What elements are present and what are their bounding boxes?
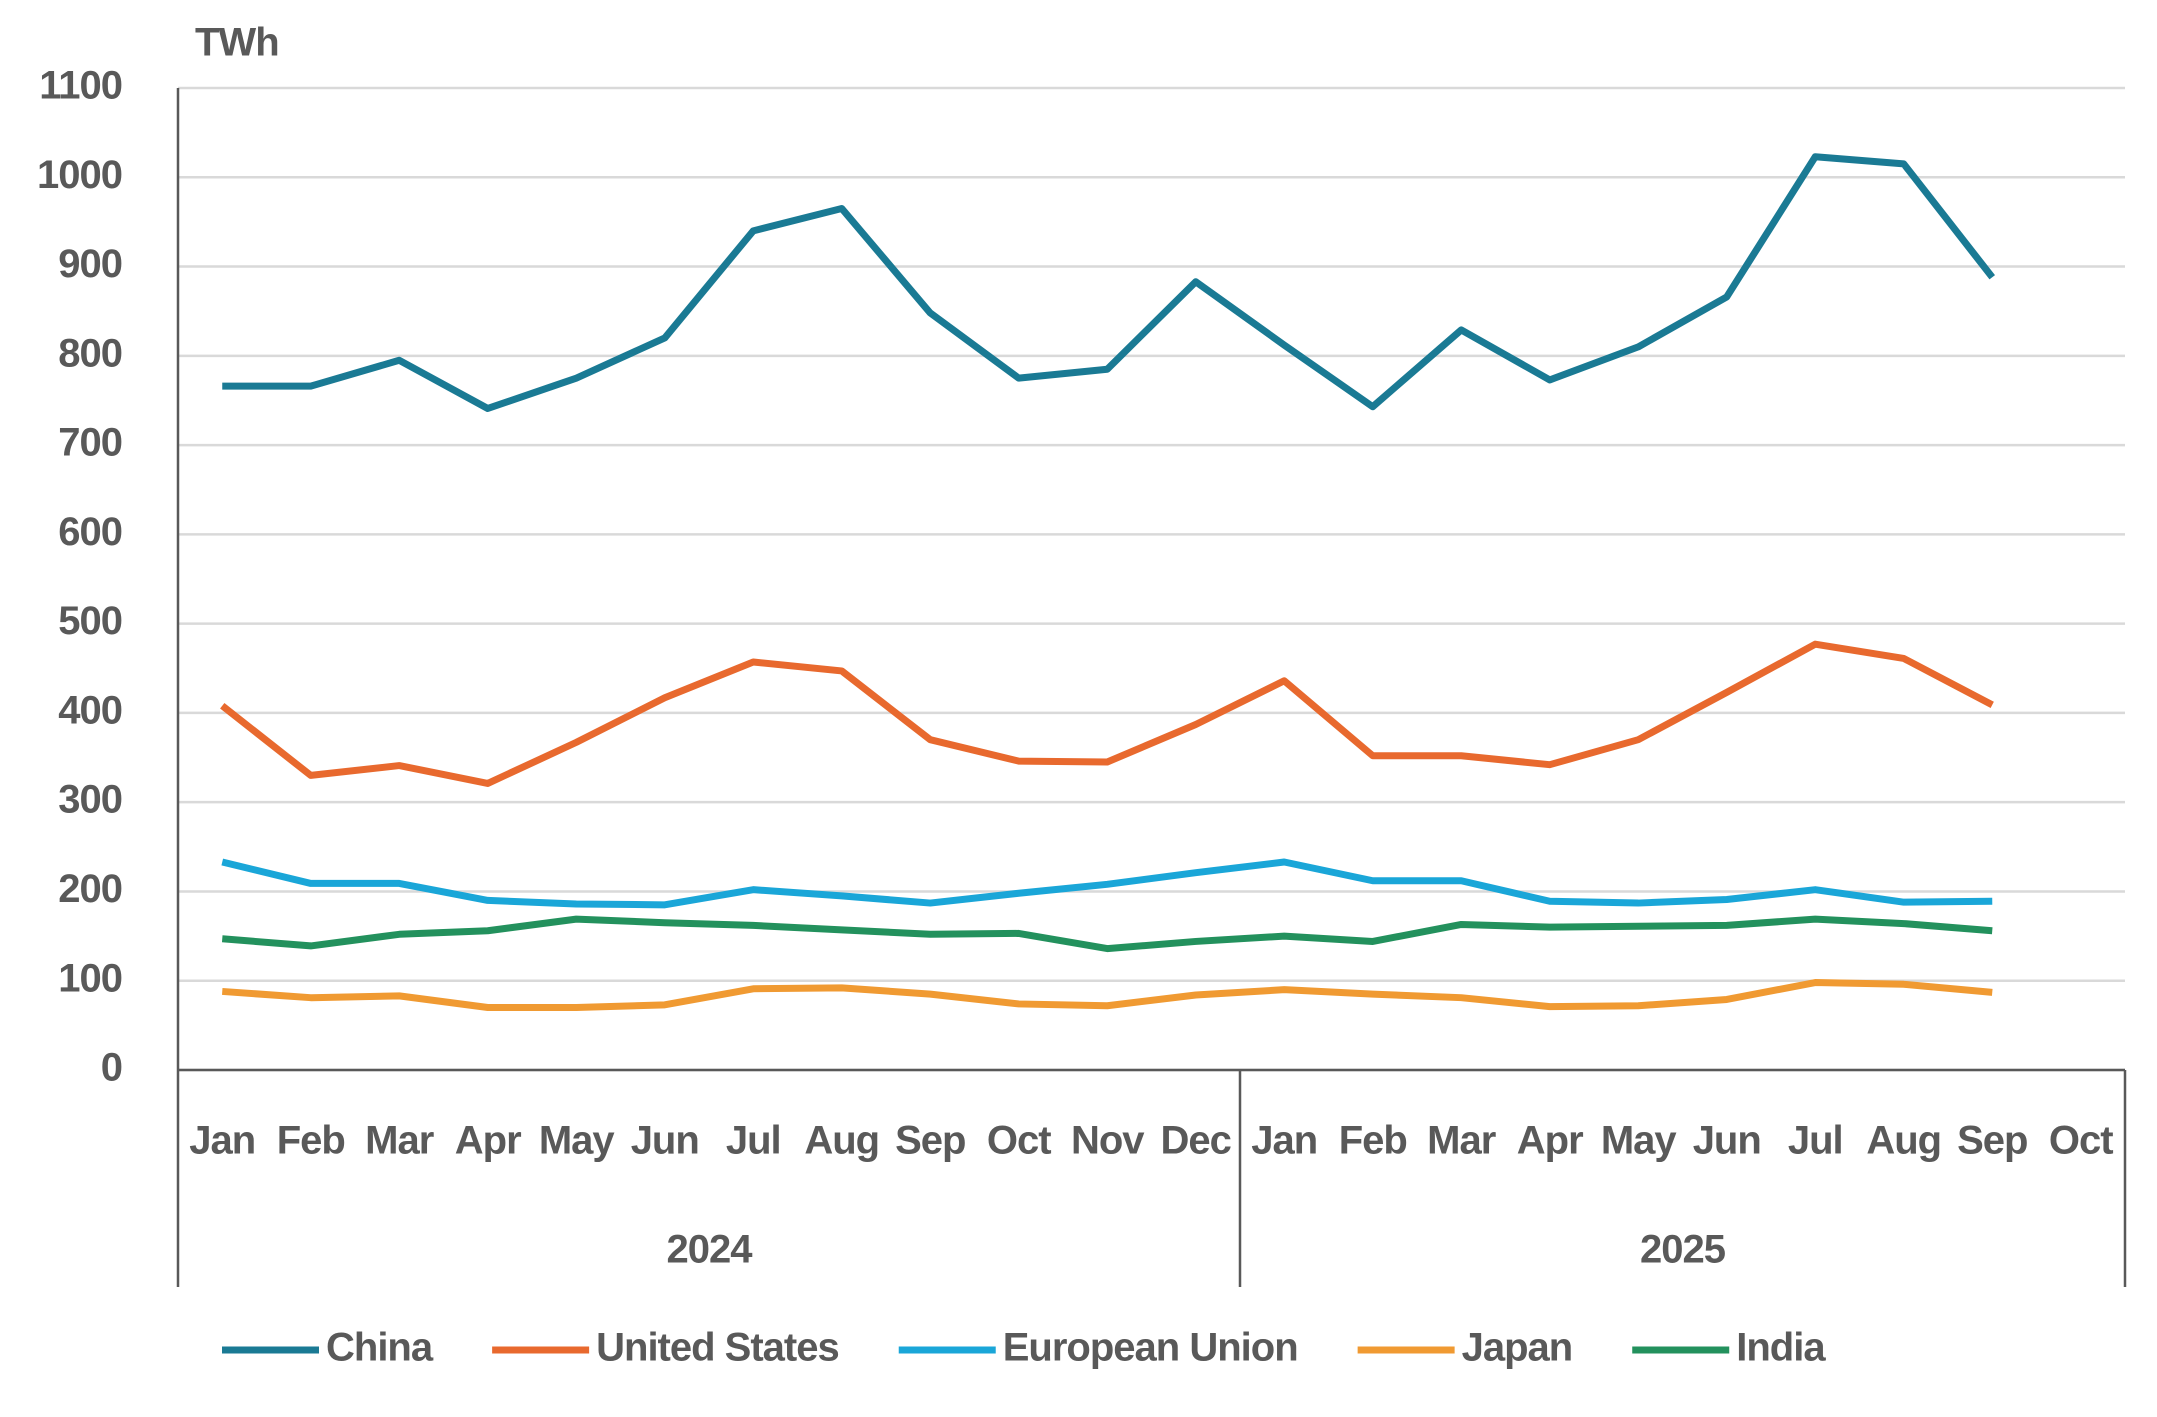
series-line xyxy=(222,979,1993,1012)
x-tick-label: Sep xyxy=(1957,1119,2027,1163)
x-tick-label: Jul xyxy=(726,1119,781,1163)
y-tick-label: 1000 xyxy=(37,153,122,197)
x-tick-label: Feb xyxy=(277,1119,345,1163)
y-tick-label: 0 xyxy=(101,1046,122,1090)
y-tick-label: 100 xyxy=(58,956,122,1000)
x-tick-label: May xyxy=(1601,1119,1678,1163)
x-tick-label: Mar xyxy=(1427,1119,1496,1163)
series-line xyxy=(220,640,1994,787)
y-tick-label: 1100 xyxy=(39,64,122,108)
legend-label: China xyxy=(326,1326,434,1370)
x-group-label: 2025 xyxy=(1640,1228,1726,1272)
legend-label: European Union xyxy=(1003,1326,1298,1370)
x-tick-label: Dec xyxy=(1161,1119,1232,1163)
x-tick-label: Jan xyxy=(1251,1119,1317,1163)
x-tick-label: Jan xyxy=(189,1119,255,1163)
series-line xyxy=(221,915,1993,953)
y-tick-label: 200 xyxy=(58,867,122,911)
y-unit: TWh xyxy=(195,21,279,65)
series-line xyxy=(222,153,1996,412)
legend-label: United States xyxy=(596,1326,839,1370)
x-tick-label: Jul xyxy=(1788,1119,1843,1163)
x-tick-label: May xyxy=(539,1119,616,1163)
x-group-label: 2024 xyxy=(667,1228,754,1272)
x-tick-label: Feb xyxy=(1339,1119,1407,1163)
x-tick-label: Aug xyxy=(804,1119,879,1163)
y-tick-label: 800 xyxy=(58,331,122,375)
y-tick-label: 700 xyxy=(58,421,122,465)
x-tick-label: Nov xyxy=(1071,1119,1145,1163)
x-tick-label: Apr xyxy=(1517,1119,1583,1163)
legend-label: India xyxy=(1736,1326,1826,1370)
y-tick-label: 400 xyxy=(58,688,122,732)
x-tick-label: Aug xyxy=(1866,1119,1941,1163)
x-tick-label: Oct xyxy=(987,1119,1051,1163)
legend-label: Japan xyxy=(1462,1326,1573,1370)
x-tick-label: Jun xyxy=(1693,1119,1761,1163)
y-tick-label: 600 xyxy=(58,510,122,554)
y-tick-label: 500 xyxy=(58,599,122,643)
series-line xyxy=(221,858,1993,909)
y-tick-label: 300 xyxy=(58,778,122,822)
x-tick-label: Mar xyxy=(365,1119,434,1163)
x-tick-label: Jun xyxy=(631,1119,699,1163)
y-tick-label: 900 xyxy=(58,242,122,286)
x-tick-label: Sep xyxy=(895,1119,965,1163)
x-tick-label: Oct xyxy=(2049,1119,2113,1163)
x-tick-label: Apr xyxy=(455,1119,521,1163)
